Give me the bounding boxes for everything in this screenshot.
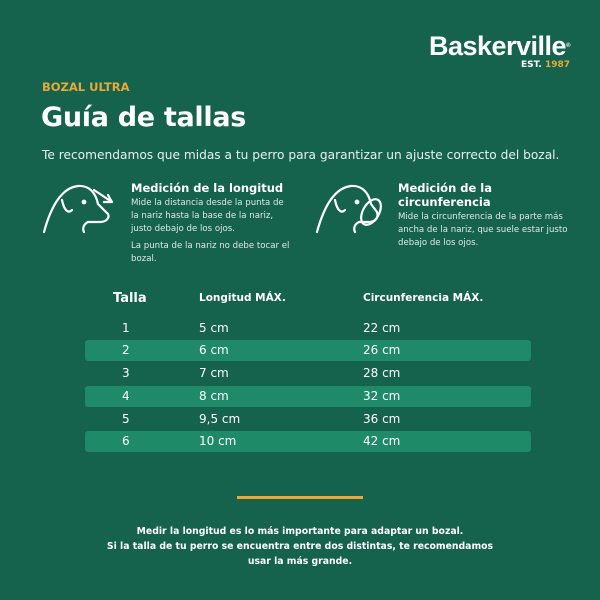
circumference-cell: 32 cm	[363, 389, 401, 403]
est-label: EST.	[520, 60, 542, 70]
circumference-cell: 26 cm	[363, 343, 401, 357]
table-row: 5 9,5 cm 36 cm	[0, 409, 600, 429]
circumference-cell: 28 cm	[363, 366, 401, 380]
size-cell: 5	[122, 412, 130, 426]
est-year: 1987	[544, 60, 570, 70]
length-cell: 10 cm	[199, 434, 237, 448]
size-cell: 4	[122, 389, 130, 403]
measure-circumference-title: Medición de la circunferencia	[398, 181, 493, 209]
table-row: 4 8 cm 32 cm	[0, 386, 600, 406]
length-cell: 7 cm	[199, 366, 229, 380]
header-longitud: Longitud MÁX.	[199, 292, 286, 304]
length-cell: 5 cm	[199, 321, 229, 335]
size-cell: 6	[122, 434, 130, 448]
circumference-cell: 22 cm	[363, 321, 401, 335]
dog-head-length-arrow-icon	[42, 184, 114, 234]
table-row: 6 10 cm 42 cm	[0, 431, 600, 451]
row-stripe	[85, 431, 531, 452]
row-stripe	[85, 340, 531, 361]
footer-line: Medir la longitud es lo más importante p…	[136, 526, 464, 537]
brand-logo: Baskerville® EST. 1987	[428, 31, 571, 71]
measure-length-note: La punta de la nariz no debe tocar el bo…	[131, 241, 290, 264]
header-talla: Talla	[113, 291, 147, 306]
circumference-cell: 36 cm	[363, 412, 401, 426]
intro-text: Te recomendamos que midas a tu perro par…	[42, 148, 560, 162]
measure-length-title: Medición de la longitud	[131, 181, 284, 195]
footer-line: Si la talla de tu perro se encuentra ent…	[106, 541, 494, 552]
size-cell: 2	[122, 343, 130, 357]
circumference-cell: 42 cm	[363, 434, 401, 448]
length-cell: 8 cm	[199, 389, 229, 403]
row-stripe	[85, 386, 531, 407]
dog-head-circumference-loop-icon	[315, 184, 382, 234]
size-cell: 1	[122, 321, 130, 335]
size-cell: 3	[122, 366, 130, 380]
footer-note: Medir la longitud es lo más importante p…	[0, 524, 600, 569]
page-title: Guía de tallas	[41, 102, 247, 133]
measure-length-text: Mide la distancia desde la punta de la n…	[131, 198, 284, 234]
header-circunferencia: Circunferencia MÁX.	[363, 292, 484, 304]
brand-name: Baskerville	[428, 31, 567, 61]
length-cell: 9,5 cm	[199, 412, 241, 426]
product-name: BOZAL ULTRA	[42, 80, 130, 94]
accent-divider	[237, 496, 363, 499]
table-row: 3 7 cm 28 cm	[0, 363, 600, 383]
length-cell: 6 cm	[199, 343, 229, 357]
registered-mark: ®	[566, 43, 570, 49]
footer-line: usar la más grande.	[247, 556, 353, 567]
table-row: 1 5 cm 22 cm	[0, 318, 600, 338]
measure-circumference-text: Mide la circunferencia de la parte más a…	[398, 212, 568, 248]
